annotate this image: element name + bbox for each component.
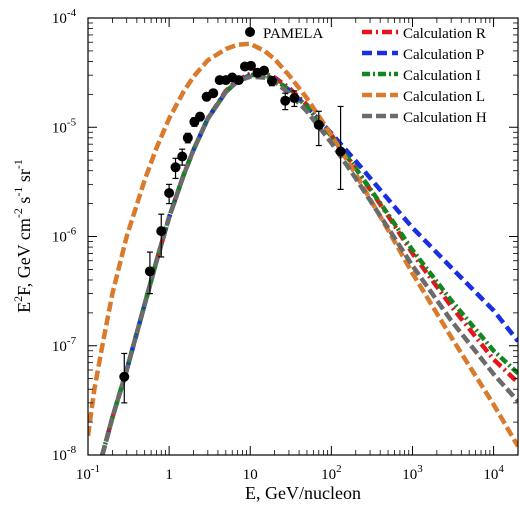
data-point <box>164 188 175 199</box>
data-point <box>266 76 277 87</box>
axis-ticks: 10-1 1 10 102 103 104 10-8 10-7 10-6 10-5 10-4 <box>52 7 519 483</box>
data-point <box>280 95 291 106</box>
x-tick-label: 102 <box>321 463 342 483</box>
data-points-layer <box>119 60 346 404</box>
data-point <box>170 162 181 173</box>
legend-label-calculation-l: Calculation L <box>403 89 485 105</box>
data-point <box>182 132 193 143</box>
data-point <box>144 266 155 277</box>
series-line-calculation-l <box>88 41 518 448</box>
x-tick-label: 1 <box>165 467 173 483</box>
x-tick-label: 103 <box>402 463 423 483</box>
data-point <box>313 119 324 130</box>
data-point <box>156 226 167 237</box>
data-point <box>208 88 219 99</box>
data-point <box>233 75 244 86</box>
data-point <box>194 111 205 122</box>
y-tick-label: 10-8 <box>52 444 77 464</box>
data-point <box>289 93 300 104</box>
y-tick-label: 10-4 <box>52 7 77 27</box>
legend-label-calculation-p: Calculation P <box>403 47 484 63</box>
x-axis-label: E, GeV/nucleon <box>245 483 361 503</box>
x-tick-label: 10-1 <box>76 463 100 483</box>
y-tick-label: 10-5 <box>52 116 77 136</box>
x-tick-label: 10 <box>243 467 258 483</box>
data-point <box>119 371 130 382</box>
x-tick-label: 104 <box>483 463 504 483</box>
legend-label-calculation-h: Calculation H <box>403 110 487 126</box>
legend-label-pamela: PAMELA <box>263 26 323 42</box>
data-point <box>177 151 188 162</box>
legend-marker-pamela <box>245 27 255 37</box>
plot-area <box>88 18 518 455</box>
data-point <box>335 146 346 157</box>
data-point <box>245 60 256 71</box>
y-axis-label: E2F, GeV cm-2 s-1 sr-1 <box>11 159 34 313</box>
data-point <box>259 65 270 76</box>
y-tick-label: 10-7 <box>52 335 77 355</box>
legend-label-calculation-i: Calculation I <box>403 68 481 84</box>
legend-label-calculation-r: Calculation R <box>403 26 486 42</box>
y-tick-label: 10-6 <box>52 226 77 246</box>
legend: PAMELA Calculation R Calculation P Calculat… <box>245 26 487 126</box>
